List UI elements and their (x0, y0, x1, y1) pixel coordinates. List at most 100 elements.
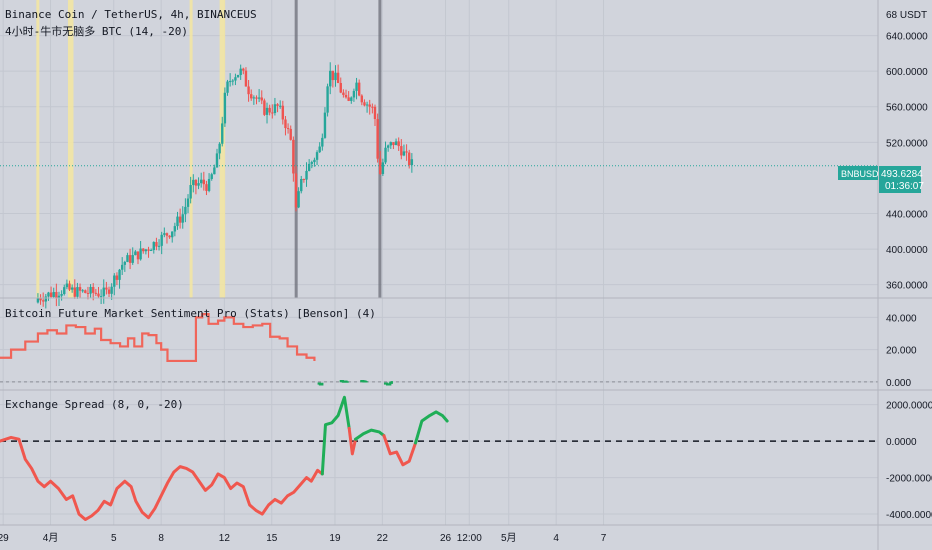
sentiment-series[interactable] (0, 313, 878, 386)
candle-body (392, 142, 395, 146)
candle-body (142, 248, 145, 252)
candle-body (226, 81, 229, 93)
spread-title[interactable]: Exchange Spread (8, 0, -20) (5, 398, 184, 411)
candle-body (265, 107, 269, 115)
sentiment-line (317, 382, 324, 386)
yellow-highlight-band (67, 0, 74, 298)
candle-body (278, 105, 282, 107)
price-tick-label: 640.0000 (886, 32, 928, 43)
candle-body (263, 100, 266, 115)
candle-body (144, 249, 148, 252)
candle-body (128, 255, 132, 263)
time-tick-label[interactable]: 29 (0, 533, 9, 544)
highlight-bands (36, 0, 382, 298)
candle-body (355, 82, 358, 91)
time-tick-label[interactable]: 4月 (43, 532, 59, 544)
candle-body (342, 92, 345, 95)
spread-series[interactable] (0, 395, 878, 522)
candle-body (400, 146, 403, 156)
candle-body (181, 214, 184, 223)
candle-body (215, 153, 219, 168)
candle-body (171, 231, 174, 238)
price-tick-label: 360.0000 (886, 281, 928, 292)
candle-body (165, 233, 169, 236)
candle-body (268, 107, 271, 113)
candle-body (155, 242, 158, 247)
time-tick-label[interactable]: 5月 (501, 532, 517, 544)
candlestick-series[interactable] (0, 62, 878, 309)
candle-body (284, 119, 287, 129)
sentiment-tick-label: 0.000 (886, 378, 911, 389)
candle-body (260, 97, 263, 101)
candle-body (310, 162, 313, 164)
candle-body (202, 179, 206, 185)
candle-body (205, 184, 208, 191)
candle-body (118, 269, 121, 280)
candle-body (73, 287, 76, 297)
price-tick-label: 400.0000 (886, 245, 928, 256)
candle-body (334, 72, 337, 81)
candle-body (315, 152, 319, 160)
candle-body (321, 137, 324, 147)
candle-body (123, 261, 127, 265)
last-price-value: 493.6284 (881, 169, 923, 180)
price-tick-label: 440.0000 (886, 209, 928, 220)
candle-body (47, 292, 50, 297)
candle-body (305, 170, 308, 180)
time-tick-label[interactable]: 26 (440, 533, 452, 544)
price-tick-label: 560.0000 (886, 103, 928, 114)
time-tick-label[interactable]: 8 (158, 533, 164, 544)
candle-body (131, 255, 134, 263)
candle-body (286, 128, 290, 130)
candle-body (163, 233, 166, 235)
yellow-highlight-band (189, 0, 193, 298)
time-axis[interactable]: 29 4月 5 8 12 15 19 22 26 12:00 5月 4 7 (0, 532, 607, 544)
candle-body (252, 97, 256, 99)
candle-body (157, 245, 161, 247)
candle-body (115, 275, 119, 280)
indicator-label[interactable]: 4小时-牛市无脑多 BTC (14, -20) (5, 24, 188, 38)
time-tick-label[interactable]: 7 (601, 533, 607, 544)
candle-body (344, 94, 348, 98)
candle-body (189, 185, 192, 199)
time-tick-label[interactable]: 12 (219, 533, 231, 544)
candle-body (207, 178, 211, 191)
candle-body (357, 82, 361, 96)
candle-body (105, 287, 108, 290)
time-tick-label[interactable]: 15 (266, 533, 278, 544)
time-tick-label[interactable]: 4 (553, 533, 559, 544)
candle-body (63, 287, 66, 295)
candle-body (281, 105, 285, 120)
candle-body (300, 179, 303, 192)
candle-body (236, 75, 240, 78)
candle-body (99, 296, 103, 298)
time-tick-label[interactable]: 22 (377, 533, 389, 544)
candle-body (297, 191, 300, 208)
price-tick-label: 600.0000 (886, 67, 928, 78)
candle-body (168, 235, 171, 238)
candle-body (294, 173, 298, 208)
sentiment-title[interactable]: Bitcoin Future Market Sentiment Pro (Sta… (5, 307, 376, 320)
candle-body (250, 94, 253, 99)
candle-body (228, 81, 232, 83)
candle-body (329, 70, 332, 87)
price-axes: 640.0000 600.0000 560.0000 520.0000 440.0000… (886, 32, 932, 521)
time-tick-label[interactable]: 12:00 (457, 533, 482, 544)
candle-body (379, 158, 382, 174)
candle-body (81, 290, 84, 292)
candle-body (78, 287, 82, 291)
candle-body (197, 183, 200, 186)
time-tick-label[interactable]: 19 (329, 533, 341, 544)
candle-body (210, 174, 213, 179)
candle-body (389, 142, 392, 146)
time-tick-label[interactable]: 5 (111, 533, 117, 544)
candle-body (255, 97, 258, 99)
candle-body (94, 292, 98, 294)
symbol-tag: BNBUSDT (841, 169, 885, 179)
candle-body (373, 106, 377, 120)
candle-body (107, 289, 111, 294)
candle-body (381, 162, 385, 174)
candle-body (139, 248, 142, 260)
